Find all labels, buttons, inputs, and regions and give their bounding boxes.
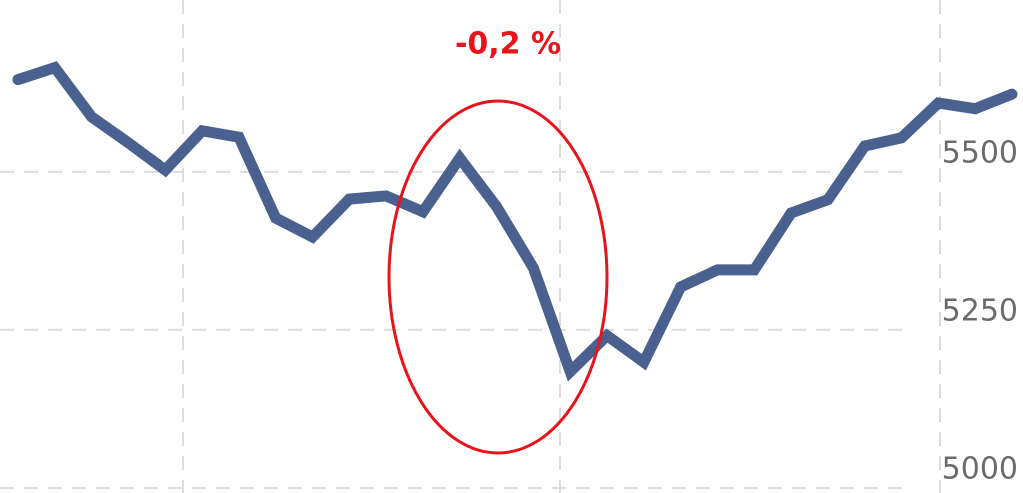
y-tick-label: 5250 bbox=[942, 293, 1018, 328]
y-tick-label: 5000 bbox=[942, 451, 1018, 486]
highlight-ellipse bbox=[387, 99, 609, 455]
data-line bbox=[12, 61, 1018, 382]
y-tick-label: 5500 bbox=[942, 135, 1018, 170]
annotation: -0,2 % bbox=[455, 27, 561, 62]
x-grid bbox=[182, 0, 941, 493]
